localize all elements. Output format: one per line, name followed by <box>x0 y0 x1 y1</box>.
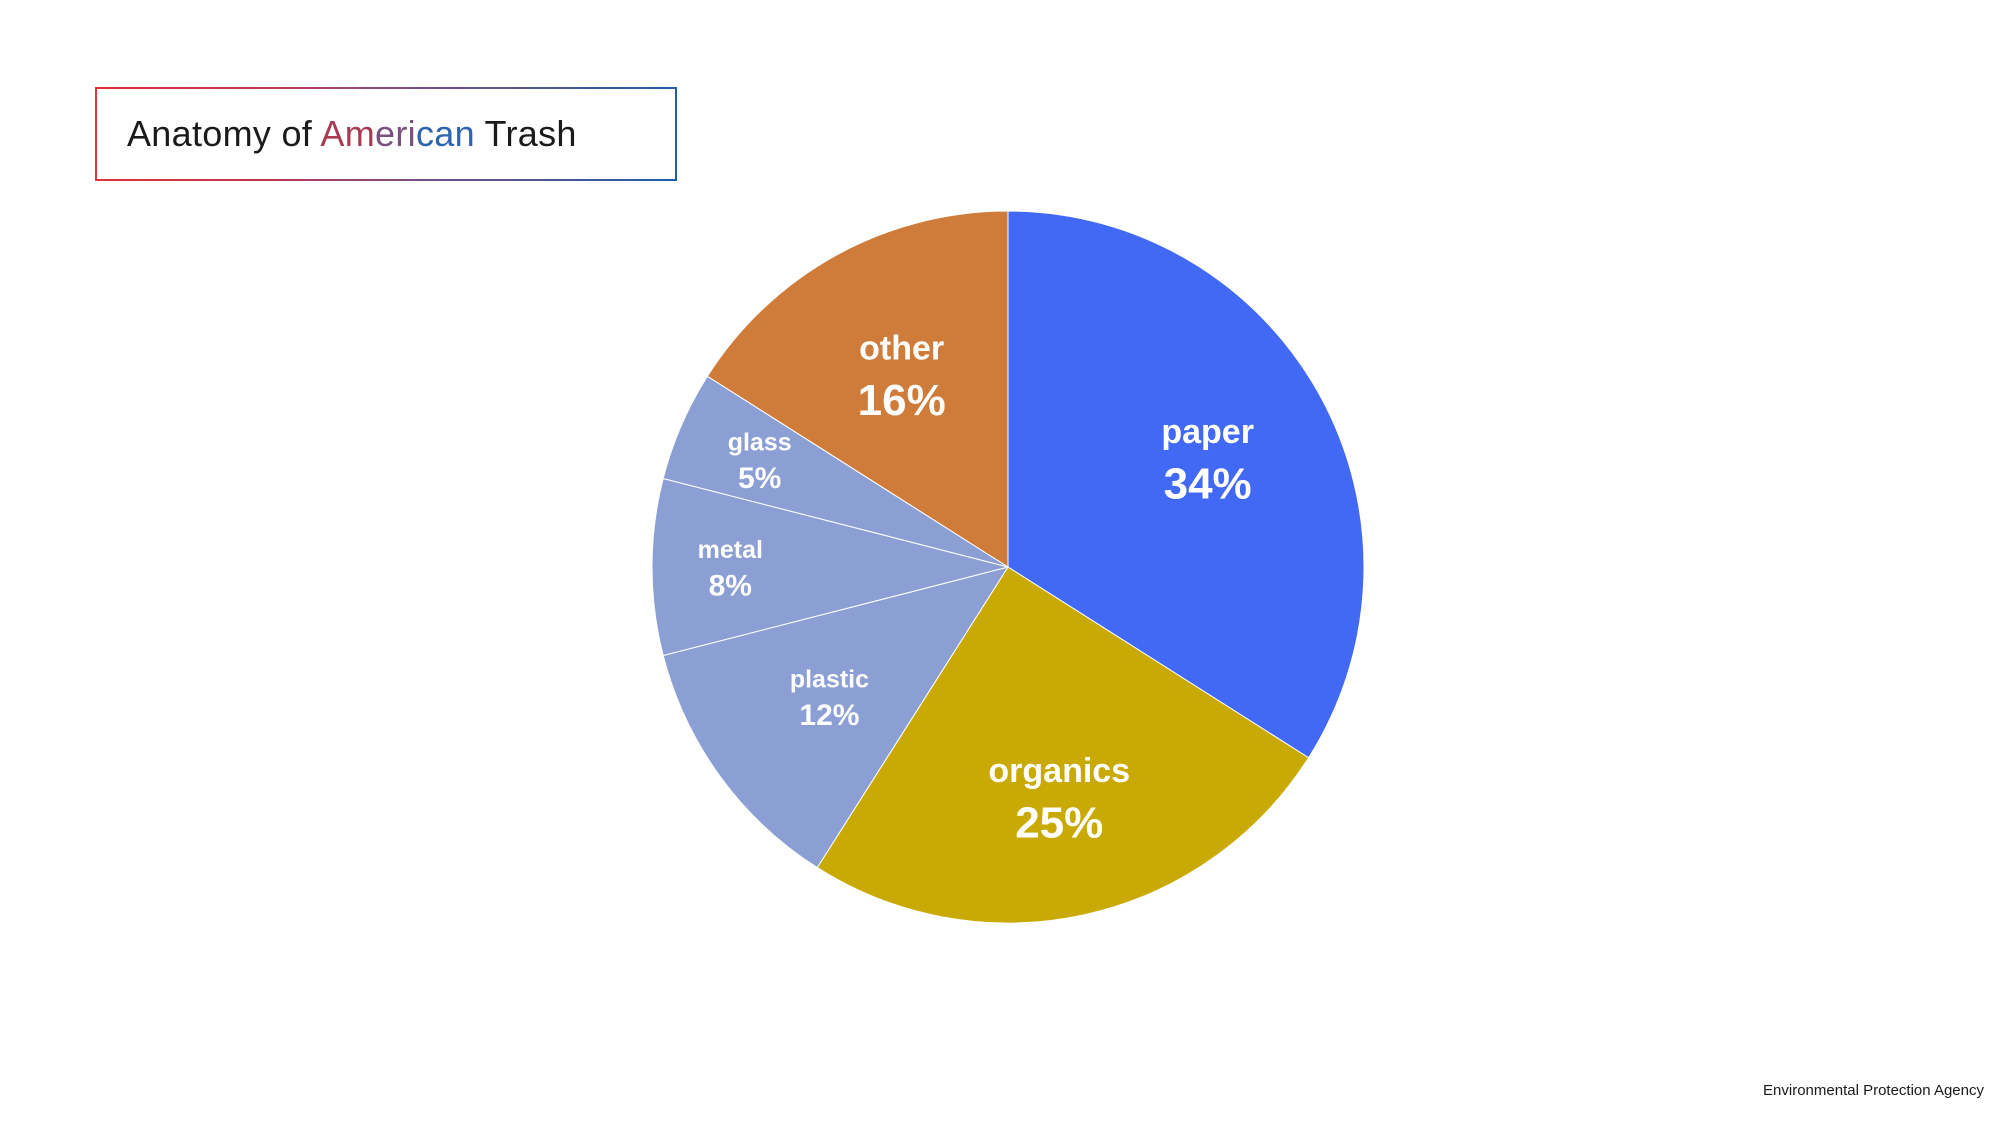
title-prefix: Anatomy of <box>127 113 321 154</box>
pie-slice-metal <box>651 477 1009 657</box>
chart-title-box: Anatomy of American Trash <box>95 87 677 181</box>
pie-slice-paper <box>1007 210 1365 759</box>
slice-label-organics: organics <box>988 752 1130 790</box>
slice-value-organics: 25% <box>1015 799 1103 848</box>
slice-label-glass: glass <box>728 428 792 456</box>
slice-label-metal: metal <box>698 536 763 564</box>
slice-value-paper: 34% <box>1164 460 1252 509</box>
title-suffix: Trash <box>474 113 577 154</box>
title-highlight-3: can <box>415 113 475 154</box>
pie-slice-other <box>706 210 1009 568</box>
chart-title: Anatomy of American Trash <box>127 113 577 155</box>
title-highlight-2: eri <box>375 113 416 154</box>
pie-slice-plastic <box>662 566 1010 869</box>
source-credit: Environmental Protection Agency <box>1763 1082 1984 1099</box>
slice-value-glass: 5% <box>738 462 781 495</box>
slice-label-other: other <box>859 329 944 367</box>
slice-value-plastic: 12% <box>799 699 859 732</box>
slice-label-paper: paper <box>1161 413 1254 451</box>
slice-value-other: 16% <box>858 376 946 425</box>
slice-value-metal: 8% <box>709 570 752 603</box>
slice-label-plastic: plastic <box>790 665 869 693</box>
pie-slice-organics <box>816 566 1310 924</box>
title-highlight-1: Am <box>320 113 376 154</box>
